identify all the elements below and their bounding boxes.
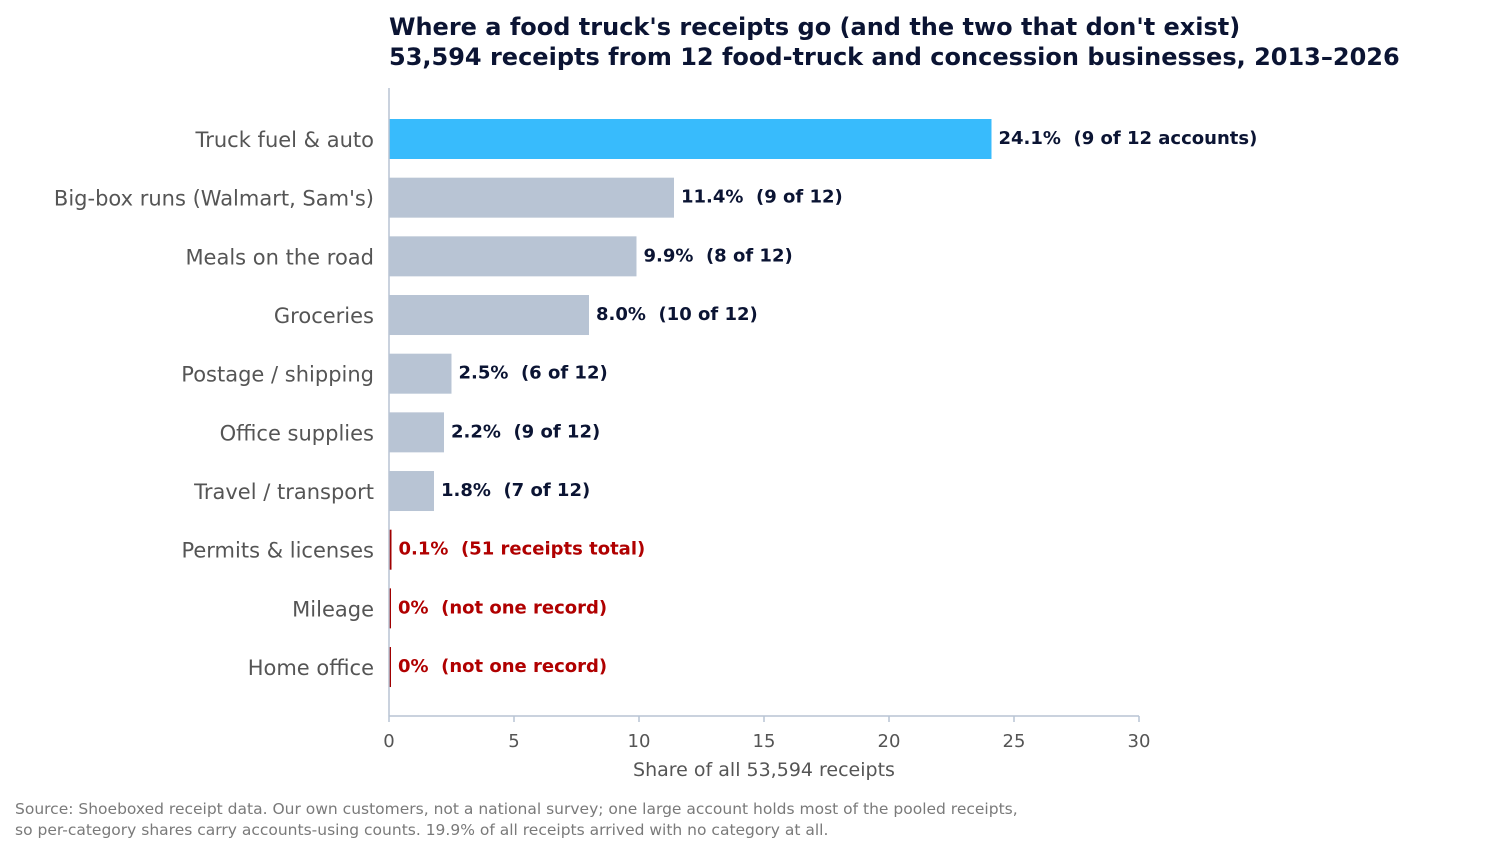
plot-area: Truck fuel & auto 24.1% (9 of 12 accounts…: [54, 119, 1258, 688]
bar-mileage: [389, 588, 391, 629]
data-label-groceries: 8.0% (10 of 12): [596, 304, 758, 325]
category-label-travel-transport: Travel / transport: [193, 480, 374, 504]
data-label-mileage: 0% (not one record): [398, 597, 607, 618]
category-label-home-office: Home office: [248, 656, 374, 680]
data-label-office-supplies: 2.2% (9 of 12): [451, 421, 600, 442]
bar-groceries: [389, 295, 589, 336]
data-label-travel-transport: 1.8% (7 of 12): [441, 480, 590, 501]
category-label-postage-shipping: Postage / shipping: [181, 363, 374, 387]
category-label-permits-licenses: Permits & licenses: [181, 539, 374, 563]
x-tick-label-15: 15: [753, 731, 776, 752]
data-label-big-box-runs-walmart-sam-s: 11.4% (9 of 12): [681, 187, 843, 208]
x-axis-ticks: 0 5 10 15 20 25 30: [383, 716, 1150, 752]
x-tick-label-30: 30: [1128, 731, 1151, 752]
bar-home-office: [389, 647, 391, 688]
x-tick-label-20: 20: [878, 731, 901, 752]
bar-permits-licenses: [389, 529, 392, 570]
source-note-line-1: Source: Shoeboxed receipt data. Our own …: [15, 800, 1018, 818]
x-tick-label-5: 5: [508, 731, 519, 752]
source-note-line-2: so per-category shares carry accounts-us…: [15, 821, 828, 839]
bar-big-box-runs-walmart-sam-s: [389, 177, 674, 218]
bar-meals-on-the-road: [389, 236, 637, 277]
bar-truck-fuel-auto: [389, 119, 992, 159]
chart-title-line-1: Where a food truck's receipts go (and th…: [389, 13, 1240, 41]
bar-travel-transport: [389, 471, 434, 512]
data-label-permits-licenses: 0.1% (51 receipts total): [399, 539, 646, 560]
data-label-home-office: 0% (not one record): [398, 656, 607, 677]
x-tick-label-0: 0: [383, 731, 394, 752]
data-label-truck-fuel-auto: 24.1% (9 of 12 accounts): [999, 128, 1258, 149]
x-tick-label-25: 25: [1003, 731, 1026, 752]
category-label-truck-fuel-auto: Truck fuel & auto: [194, 128, 374, 152]
x-tick-label-10: 10: [628, 731, 651, 752]
category-label-mileage: Mileage: [292, 597, 374, 621]
category-label-groceries: Groceries: [274, 304, 374, 328]
category-label-meals-on-the-road: Meals on the road: [185, 245, 374, 269]
data-label-postage-shipping: 2.5% (6 of 12): [459, 363, 608, 384]
chart-title-line-2: 53,594 receipts from 12 food-truck and c…: [389, 43, 1400, 71]
category-label-big-box-runs-walmart-sam-s: Big-box runs (Walmart, Sam's): [54, 187, 374, 211]
x-axis-title: Share of all 53,594 receipts: [633, 759, 895, 781]
bar-postage-shipping: [389, 353, 452, 394]
category-label-office-supplies: Office supplies: [220, 421, 374, 445]
data-label-meals-on-the-road: 9.9% (8 of 12): [644, 245, 793, 266]
bar-office-supplies: [389, 412, 444, 453]
